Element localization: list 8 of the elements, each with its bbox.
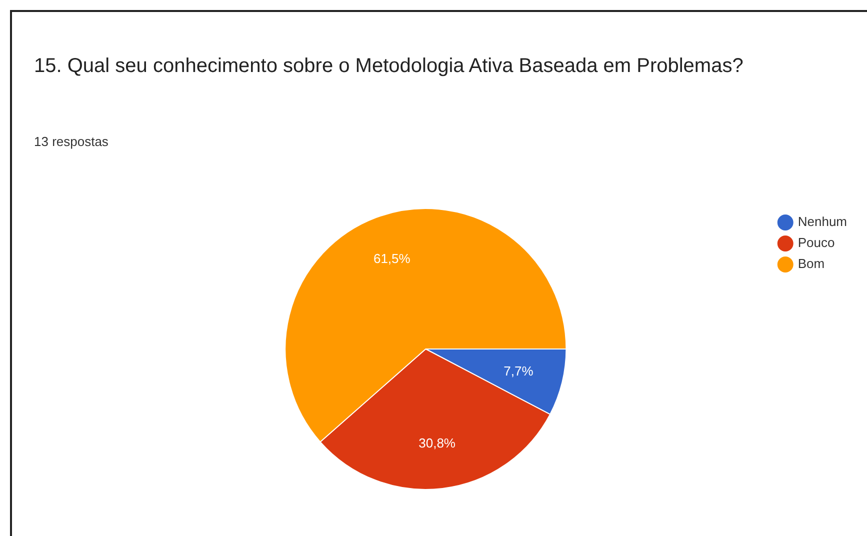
legend-label: Bom [798, 256, 825, 272]
legend-label: Nenhum [798, 214, 848, 230]
chart-title: 15. Qual seu conhecimento sobre o Metodologia Ativa Baseada em Problemas? [34, 54, 744, 79]
text: 13 respostas [34, 134, 108, 149]
data-label: 7,7% [504, 363, 534, 378]
legend-label: Pouco [798, 235, 835, 250]
data-label: 30,8% [418, 435, 456, 450]
data-label: 61,5% [373, 251, 411, 266]
